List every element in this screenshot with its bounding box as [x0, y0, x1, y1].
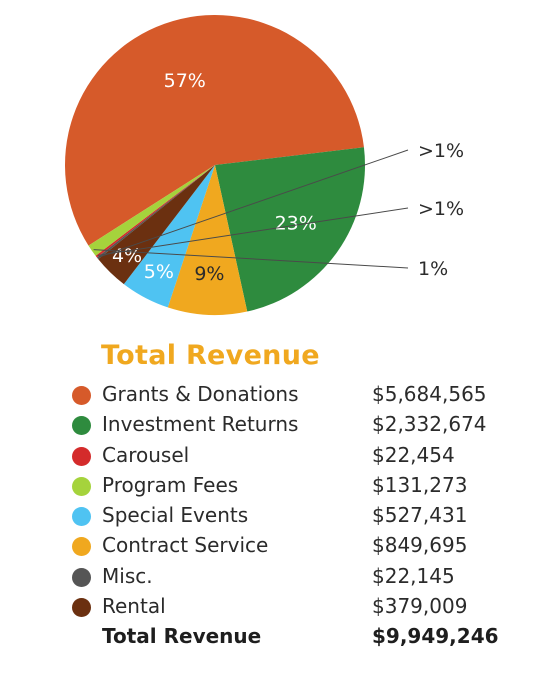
- callout-label-program-fees: 1%: [418, 258, 448, 280]
- pie-slice-program-fees: [88, 165, 215, 256]
- legend-value: $5,684,565: [372, 382, 487, 406]
- pie-labels: 57% 23% 9% 5%4%: [112, 70, 317, 285]
- total-label: Total Revenue: [102, 624, 262, 649]
- legend-name: Rental: [102, 594, 166, 619]
- legend-name: Special Events: [102, 503, 249, 528]
- legend-row-contract-service: Contract Service $849,695: [72, 530, 512, 560]
- callout-label-misc-: >1%: [418, 140, 464, 162]
- legend-name: Misc.: [102, 563, 153, 588]
- legend-value: $379,009: [372, 594, 468, 619]
- legend: Grants & Donations $5,684,565 Investment R…: [72, 379, 512, 653]
- pie-slice-grants-donations: [65, 15, 364, 246]
- legend-value: $849,695: [372, 533, 468, 558]
- legend-value: $22,454: [372, 442, 455, 467]
- legend-value: $527,431: [372, 503, 468, 528]
- pie-slice-rental: [98, 165, 215, 285]
- legend-row-grants-donations: Grants & Donations $5,684,565: [72, 379, 512, 409]
- legend-name: Program Fees: [102, 472, 239, 497]
- legend-row-rental: Rental $379,009: [72, 591, 512, 621]
- legend-row-program-fees: Program Fees $131,273: [72, 470, 512, 500]
- legend-row-special-events: Special Events $527,431: [72, 500, 512, 530]
- callout-line-misc-: [98, 149, 409, 258]
- legend-name: Grants & Donations: [102, 382, 299, 406]
- legend-name: Carousel: [102, 442, 190, 467]
- pie-slice-contract-service: [167, 165, 248, 316]
- pie-slice-misc-: [96, 165, 215, 260]
- legend-name: Investment Returns: [102, 412, 299, 437]
- slice-label-investment-returns: 23%: [275, 212, 317, 234]
- legend-value: $22,145: [372, 563, 455, 588]
- legend-row-carousel: Carousel $22,454: [72, 440, 512, 470]
- legend-row-investment-returns: Investment Returns $2,332,674: [72, 409, 512, 439]
- callout-line-carousel: [97, 207, 409, 256]
- pie-slices: [65, 15, 366, 316]
- callout-label-carousel: >1%: [418, 198, 464, 220]
- legend-dot-icon: [72, 598, 91, 618]
- callout-line-program-fees: [93, 249, 409, 269]
- legend-dot-icon: [72, 416, 91, 436]
- pie-slice-special-events: [123, 165, 215, 308]
- legend-dot-icon: [72, 446, 91, 466]
- legend-dot-icon: [72, 567, 91, 587]
- legend-value: $2,332,674: [372, 412, 487, 437]
- legend-value: $131,273: [372, 472, 468, 497]
- total-row: Total Revenue $9,949,246: [72, 621, 512, 653]
- legend-dot-icon: [72, 386, 91, 405]
- legend-dot-icon: [72, 507, 91, 527]
- pie-slice-carousel: [95, 165, 215, 258]
- slice-label-rental: 4%: [112, 245, 142, 267]
- slice-label-contract-service: 9%: [194, 263, 224, 285]
- pie-callouts: >1% >1% 1%: [93, 140, 464, 280]
- legend-name: Contract Service: [102, 533, 269, 558]
- pie-slice-investment-returns: [215, 147, 366, 312]
- total-value: $9,949,246: [372, 624, 499, 649]
- legend-title: Total Revenue: [101, 340, 320, 371]
- legend-dot-icon: [72, 537, 91, 557]
- legend-dot-icon: [72, 476, 91, 496]
- legend-row-misc-: Misc. $22,145: [72, 561, 512, 591]
- slice-label-grants-donations: 57%: [164, 70, 206, 92]
- slice-label-special-events: 5%: [144, 261, 174, 283]
- revenue-pie-chart: 57% 23% 9% 5%4% >1% >1% 1%: [65, 15, 464, 316]
